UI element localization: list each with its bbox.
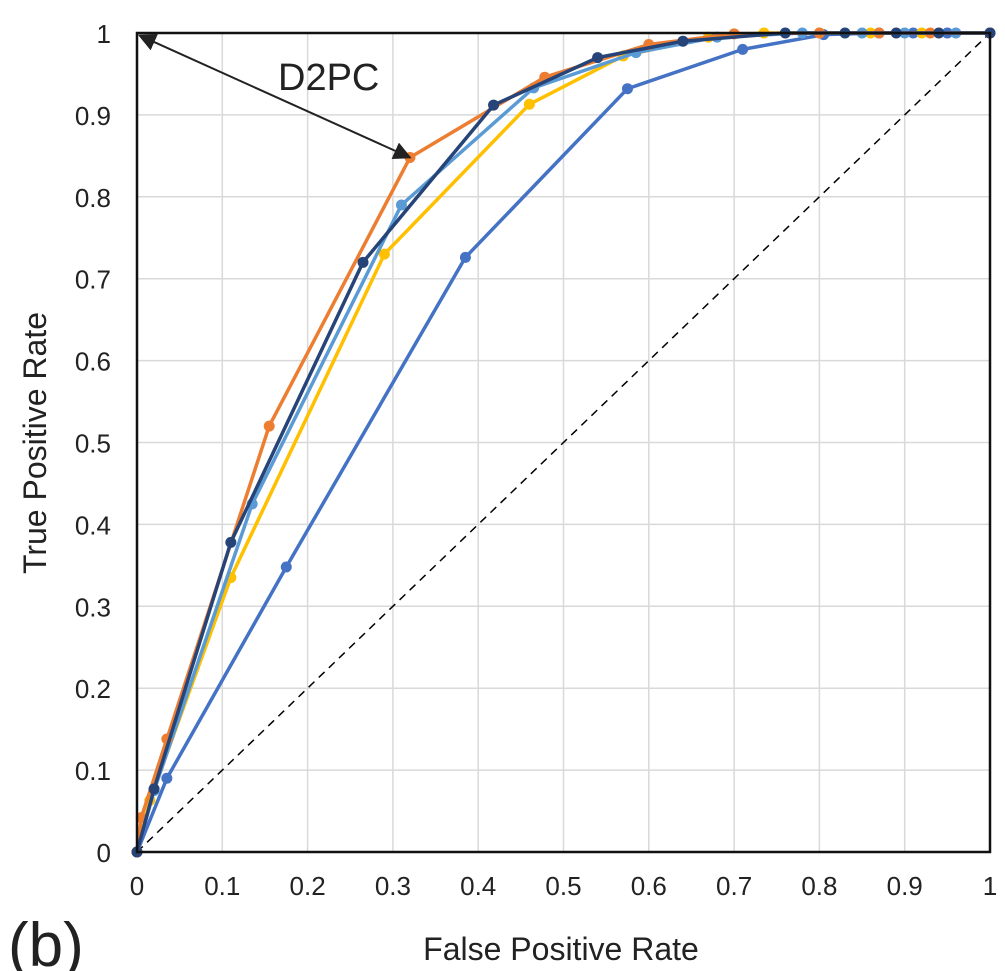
roc-point [592,52,604,64]
roc-point [523,98,535,110]
y-tick-label: 0.6 [75,347,111,377]
y-axis-label: True Positive Rate [17,312,53,574]
roc-point [148,783,160,795]
x-axis-ticks: 0 0.1 0.2 0.3 0.4 0.5 0.6 0.7 0.8 0.9 1 [130,871,997,901]
x-tick-label: 0.4 [460,871,496,901]
y-tick-label: 0.4 [75,510,111,540]
y-tick-label: 1 [97,19,111,49]
y-axis-ticks: 0 0.1 0.2 0.3 0.4 0.5 0.6 0.7 0.8 0.9 1 [75,19,111,868]
y-tick-label: 0 [97,838,111,868]
d2pc-arrow [137,33,412,160]
x-tick-label: 0.5 [545,871,581,901]
x-tick-label: 0.6 [631,871,667,901]
roc-point [677,35,689,47]
x-tick-label: 0.9 [887,871,923,901]
y-tick-label: 0.1 [75,756,111,786]
y-tick-label: 0.7 [75,265,111,295]
y-tick-label: 0.2 [75,674,111,704]
chance-diagonal-line [136,32,991,853]
x-tick-label: 0.1 [204,871,240,901]
d2pc-label: D2PC [278,57,379,99]
panel-label: (b) [8,911,84,971]
roc-point [357,256,369,268]
roc-point [459,251,471,263]
roc-point [395,199,407,211]
roc-point [621,83,633,95]
x-tick-label: 0.8 [801,871,837,901]
x-axis-label: False Positive Rate [423,931,699,967]
y-tick-label: 0.5 [75,429,111,459]
x-tick-label: 0.2 [290,871,326,901]
x-tick-label: 0 [130,871,144,901]
roc-point [488,99,500,111]
x-tick-label: 0.3 [375,871,411,901]
y-tick-label: 0.9 [75,101,111,131]
roc-point [225,536,237,548]
roc-point [263,420,275,432]
y-tick-label: 0.3 [75,592,111,622]
d2pc-annotation: D2PC [137,33,412,160]
roc-point [161,772,173,784]
plot-frame [135,31,992,854]
roc-point [378,248,390,260]
x-tick-label: 0.7 [716,871,752,901]
y-tick-label: 0.8 [75,183,111,213]
x-tick-label: 1 [983,871,997,901]
roc-point [280,561,292,573]
roc-point [737,43,749,55]
